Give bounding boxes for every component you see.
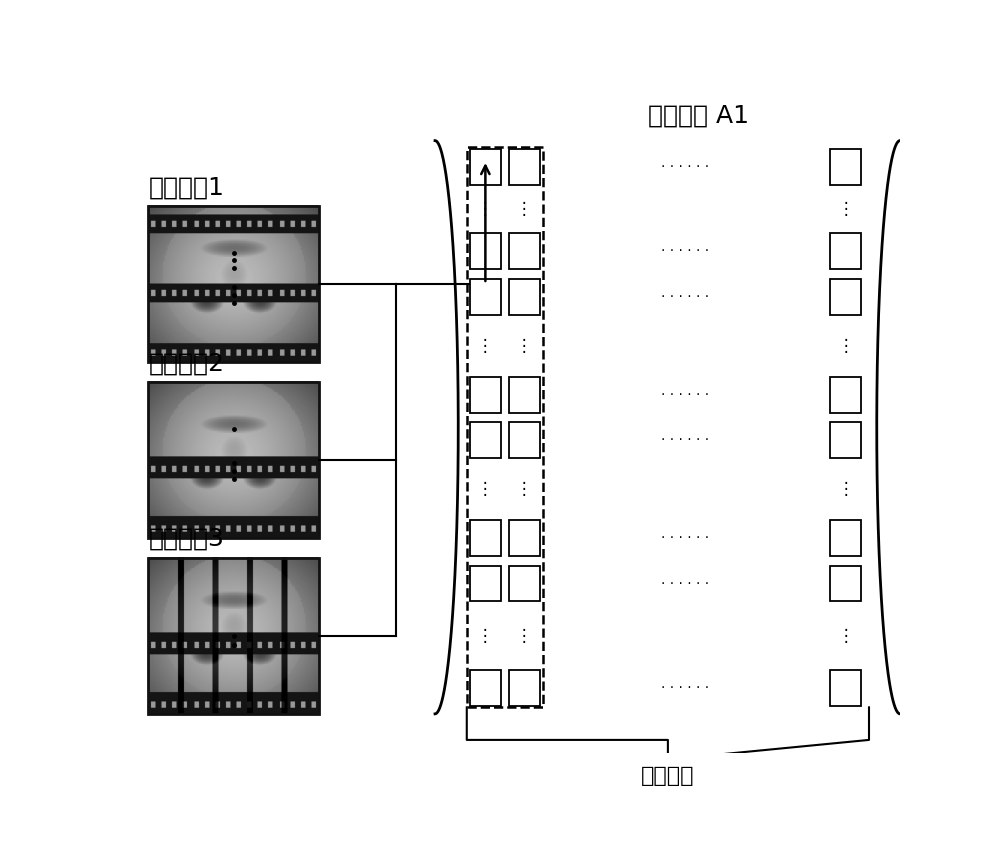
Text: ⋮: ⋮ [477,481,494,498]
Bar [830,149,861,184]
Bar [830,279,861,315]
Bar [830,233,861,269]
Text: · · · · · ·: · · · · · · [661,531,709,545]
Bar [830,670,861,706]
Text: ⋮: ⋮ [516,627,532,645]
Bar [509,233,540,269]
Text: ⋮: ⋮ [516,200,532,218]
Text: 划分策略1: 划分策略1 [148,175,224,200]
Text: · · · · · ·: · · · · · · [661,290,709,304]
Bar [470,376,501,413]
Bar [148,382,319,538]
Text: ⋮: ⋮ [516,337,532,354]
Bar [470,279,501,315]
Bar [470,233,501,269]
Bar [470,670,501,706]
Text: · · · · · ·: · · · · · · [661,160,709,173]
Bar [467,147,543,707]
Text: ⋮: ⋮ [837,337,854,354]
Bar [509,376,540,413]
Bar [470,149,501,184]
Bar [470,566,501,602]
Text: 划分策略2: 划分策略2 [148,351,224,375]
Text: ⋮: ⋮ [837,627,854,645]
Bar [470,520,501,556]
Bar [148,206,319,362]
Bar [509,566,540,602]
Bar [830,376,861,413]
Text: ⋮: ⋮ [477,627,494,645]
Bar [509,670,540,706]
Text: · · · · · ·: · · · · · · [661,244,709,258]
Text: · · · · · ·: · · · · · · [661,387,709,402]
Bar [509,149,540,184]
Text: ⋮: ⋮ [837,481,854,498]
Text: · · · · · ·: · · · · · · [661,681,709,695]
Bar [509,520,540,556]
Bar [148,558,319,714]
Bar [509,279,540,315]
Bar [830,520,861,556]
Text: ⋮: ⋮ [477,337,494,354]
Text: ⋮: ⋮ [516,481,532,498]
Text: · · · · · ·: · · · · · · [661,433,709,448]
Bar [470,422,501,459]
Text: 标称字典 A1: 标称字典 A1 [648,103,749,128]
Bar [830,566,861,602]
Text: ⋮: ⋮ [477,200,494,218]
Bar [509,422,540,459]
Text: ⋮: ⋮ [837,200,854,218]
Bar [830,422,861,459]
Text: 划分策略3: 划分策略3 [148,527,224,551]
Text: · · · · · ·: · · · · · · [661,577,709,591]
Text: 图像样本: 图像样本 [641,766,695,786]
